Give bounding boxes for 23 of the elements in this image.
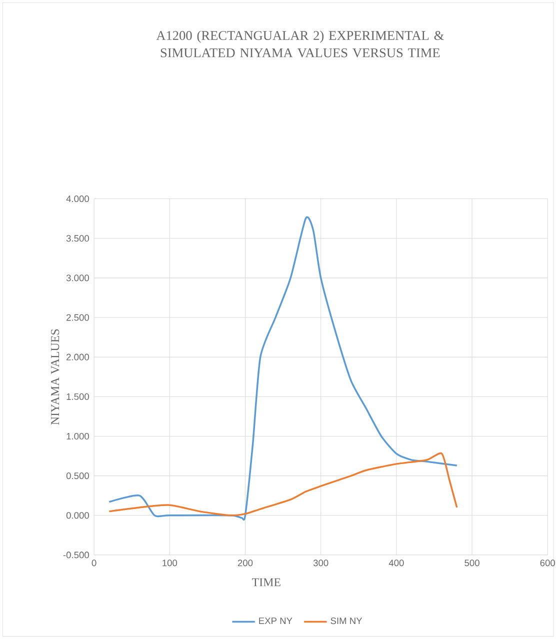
line-series [108,452,458,516]
chart-title: A1200 (RECTANGUALAR 2) EXPERIMENTAL & SIMULATED NIYAMA VALUES VERSUS TIME [156,30,444,58]
y-tick-label: 2.000 [66,354,89,360]
y-tick-label: 1.500 [66,393,89,400]
y-tick-label: 3.500 [66,235,89,242]
y-tick-label: 3.000 [66,274,89,282]
x-tick-label: 600 [540,560,555,566]
y-tick-label: 0.000 [66,512,89,519]
x-tick-label: 400 [388,560,404,566]
y-tick-label: -0.500 [63,552,89,558]
y-axis-title: NIYAMA VALUES [50,329,60,425]
x-tick-label: 0 [92,560,96,566]
legend-label: EXP NY [259,618,292,624]
y-tick-label: 4.000 [66,195,89,202]
y-tick-label: 0.500 [66,472,89,480]
x-tick-label: 300 [313,560,328,566]
y-tick-label: 2.500 [66,314,89,321]
x-tick-label: 500 [464,560,480,566]
x-tick-label: 100 [162,560,177,566]
x-axis-title: TIME [252,578,280,586]
x-tick-label: 200 [238,560,252,566]
legend-label: SIM NY [330,618,362,624]
y-tick-label: 1.000 [66,432,89,440]
